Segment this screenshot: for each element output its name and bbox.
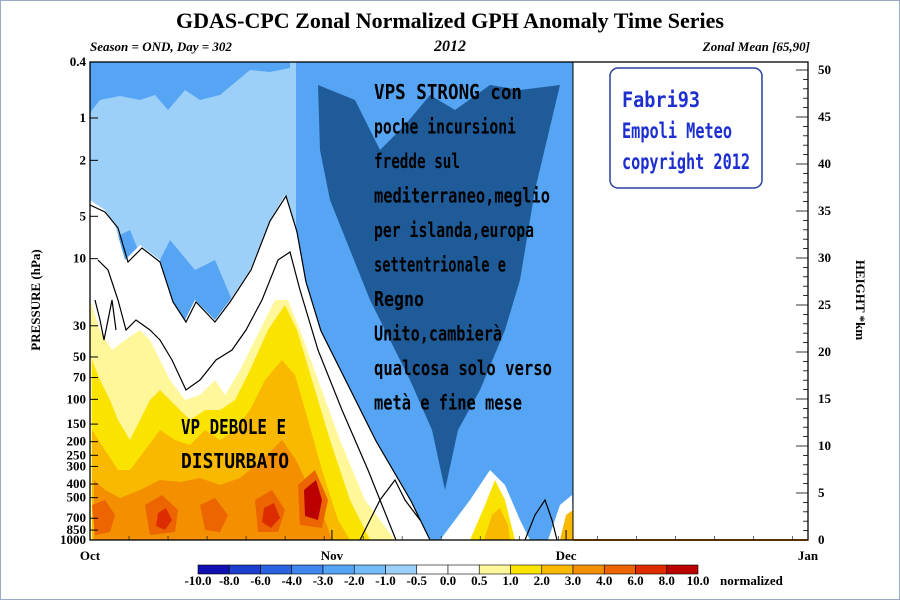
time-tick-label: Oct	[80, 548, 101, 563]
author-line: Fabri93	[622, 88, 700, 112]
vps-annotation-line: per islanda,europa	[374, 218, 534, 242]
chart-title: GDAS-CPC Zonal Normalized GPH Anomaly Ti…	[176, 8, 724, 33]
contour-band-pos6a	[156, 508, 172, 530]
colorbar: -10.0 -8.0 -6.0 -4.0 -3.0 -2.0 -1.0 -0.5 0.0 0.5 1…	[184, 564, 710, 588]
pressure-tick-label: 500	[67, 490, 87, 505]
colorbar-label: -3.0	[313, 573, 334, 588]
vps-annotation-line: poche incursioni	[374, 115, 516, 139]
author-line: Empoli Meteo	[622, 119, 732, 143]
pressure-tick-label: 70	[73, 370, 86, 385]
pressure-tick-label: 300	[67, 458, 87, 473]
time-tick-label: Jan	[798, 548, 819, 563]
contour-line-right	[524, 498, 558, 541]
pressure-tick-label: 100	[67, 391, 87, 406]
colorbar-label: 3.0	[565, 573, 581, 588]
height-axis-label: HEIGHT *km	[853, 260, 868, 340]
contour-line-pos05	[97, 251, 397, 541]
contour-band-pos4a	[92, 500, 115, 535]
contour-band-pos2-right	[484, 508, 510, 540]
time-axis: Oct Nov Dec Jan	[80, 530, 819, 563]
height-tick-label: 30	[818, 250, 831, 265]
plot-border	[89, 61, 809, 541]
pressure-tick-label: 400	[67, 476, 87, 491]
contour-band-pos2-right2	[560, 510, 573, 540]
pressure-tick-label: 1	[80, 110, 87, 125]
contour-band-neg1-upper	[90, 62, 290, 115]
author-box	[609, 67, 763, 189]
colorbar-label: -2.0	[344, 573, 365, 588]
pressure-tick-label: 0.4	[70, 54, 87, 69]
colorbar-label: 6.0	[627, 573, 643, 588]
pressure-tick-label: 200	[67, 434, 87, 449]
vp-annotation-line: DISTURBATO	[181, 449, 289, 473]
colorbar-label: 0.5	[471, 573, 488, 588]
plot-area	[89, 61, 809, 541]
contour-band-pos4c	[200, 498, 228, 532]
time-tick-label: Dec	[556, 548, 577, 563]
height-tick-label: 20	[818, 344, 831, 359]
vps-annotation-line: VPS STRONG con	[374, 80, 522, 104]
strong-vortex-region	[318, 85, 560, 490]
vps-annotation-line: fredde sul	[374, 149, 460, 173]
colorbar-label: -10.0	[184, 573, 211, 588]
pressure-tick-label: 50	[73, 349, 86, 364]
vps-annotation-line: Unito,cambierà	[374, 322, 502, 346]
height-tick-label: 10	[818, 438, 831, 453]
pressure-axis-label: PRESSURE (hPa)	[28, 249, 43, 351]
colorbar-label: -0.5	[406, 573, 427, 588]
chart-subtitle-right: Zonal Mean [65,90]	[702, 39, 810, 54]
height-tick-label: 5	[818, 485, 825, 500]
contour-band-pos6b	[262, 503, 280, 528]
vps-annotation-line: Regno	[374, 287, 424, 311]
chart-subtitle-left: Season = OND, Day = 302	[90, 39, 232, 54]
vps-annotation-line: settentrionale e	[374, 253, 506, 277]
vps-annotation-line: metà e fine mese	[374, 391, 522, 415]
height-tick-label: 25	[818, 297, 832, 312]
colorbar-label: 8.0	[659, 573, 675, 588]
colorbar-label: -1.0	[375, 573, 396, 588]
colorbar-label: -8.0	[219, 573, 240, 588]
colorbar-swatch	[666, 564, 699, 575]
pressure-tick-label: 10	[73, 251, 86, 266]
author-text: Fabri93 Empoli Meteo copyright 2012	[622, 88, 750, 174]
height-tick-label: 15	[818, 391, 832, 406]
colorbar-label: 0.0	[440, 573, 456, 588]
vps-annotation-line: qualcosa solo verso	[374, 356, 552, 380]
time-tick-label: Nov	[321, 548, 344, 563]
vp-annotation: VP DEBOLE E DISTURBATO	[181, 415, 289, 473]
height-tick-label: 35	[818, 203, 832, 218]
colorbar-label: 4.0	[596, 573, 612, 588]
vps-annotation-line: mediterraneo,meglio	[374, 184, 550, 208]
pressure-tick-label: 250	[67, 447, 87, 462]
contour-band-pos8	[304, 480, 322, 520]
contour-line-loop	[94, 299, 117, 341]
pressure-tick-label: 150	[67, 416, 87, 431]
colorbar-label: 10.0	[687, 573, 710, 588]
author-line: copyright 2012	[622, 150, 750, 174]
height-tick-label: 40	[818, 156, 831, 171]
height-tick-label: 50	[818, 62, 831, 77]
vps-annotation: VPS STRONG con poche incursioni fredde sul…	[374, 80, 552, 415]
vp-annotation-line: VP DEBOLE E	[181, 415, 286, 439]
colorbar-label: 2.0	[534, 573, 550, 588]
height-axis: 0 5 10 15 20 25 30 35 40 45 50	[796, 62, 832, 547]
colorbar-label: -6.0	[250, 573, 271, 588]
colorbar-label: 1.0	[502, 573, 518, 588]
contour-line-pos05b	[359, 478, 421, 541]
pressure-tick-label: 1000	[60, 532, 86, 547]
colorbar-unit-label: normalized	[720, 573, 784, 588]
pressure-tick-label: 30	[73, 318, 86, 333]
pressure-tick-label: 850	[67, 522, 87, 537]
contour-line-zero	[89, 194, 431, 541]
pressure-tick-label: 700	[67, 510, 87, 525]
colorbar-label: -4.0	[281, 573, 302, 588]
pressure-tick-label: 5	[80, 208, 87, 223]
height-tick-label: 0	[818, 532, 825, 547]
chart-subtitle-year: 2012	[433, 38, 466, 55]
height-tick-label: 45	[818, 109, 832, 124]
pressure-tick-label: 2	[80, 152, 87, 167]
